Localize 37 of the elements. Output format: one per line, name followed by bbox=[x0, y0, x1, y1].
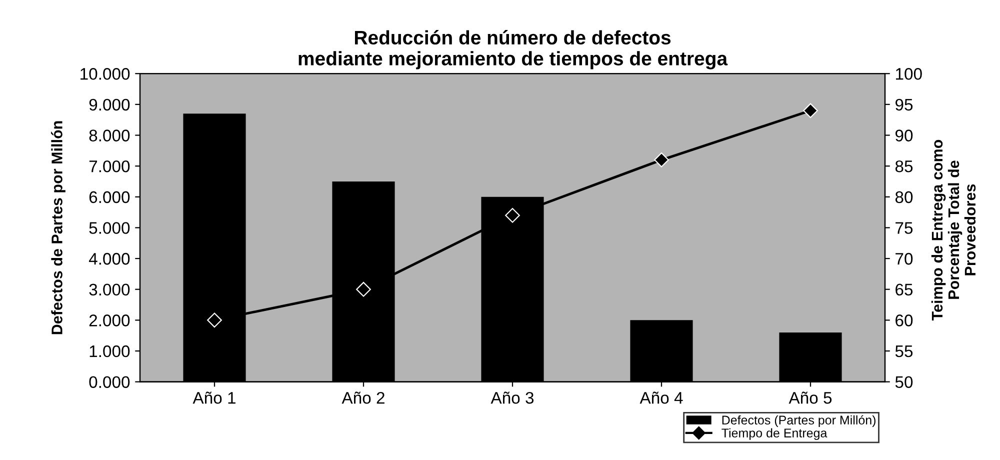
y2-tick-label: 90 bbox=[896, 130, 913, 142]
point bbox=[505, 208, 520, 223]
y2-tick-label: 80 bbox=[895, 191, 913, 204]
x-tick-label: Año 5 bbox=[788, 392, 832, 404]
y2-tick-label: 100 bbox=[896, 68, 922, 80]
point bbox=[207, 312, 222, 328]
legend-label: Tiempo de Entrega bbox=[722, 428, 828, 440]
y2-tick-label: 95 bbox=[896, 98, 913, 111]
point bbox=[803, 103, 818, 118]
y2-tick-label: 50 bbox=[895, 376, 913, 388]
y-tick-label: 7.000 bbox=[89, 160, 130, 172]
y-tick-label: 6.000 bbox=[89, 191, 130, 204]
y2-tick-label: 75 bbox=[896, 222, 913, 234]
y-tick-label: 1.000 bbox=[90, 345, 130, 358]
y-tick-label: 8.000 bbox=[89, 130, 130, 142]
y2-tick-label: 55 bbox=[895, 346, 913, 358]
y-tick-label: 2.000 bbox=[89, 314, 130, 326]
x-tick-label: Año 1 bbox=[192, 392, 236, 404]
y-axis-title: Defectos de Partes por Millón bbox=[51, 121, 66, 334]
y-tick-label: 0.000 bbox=[89, 376, 130, 388]
y2-tick-label: 70 bbox=[896, 252, 913, 265]
x-tick-label: Año 3 bbox=[490, 392, 534, 404]
chart-title: Reducción de número de defectos mediante mejoramiento de tiempos de entrega bbox=[298, 30, 728, 70]
point bbox=[356, 282, 371, 297]
legend-label: Defectos (Partes por Millón) bbox=[722, 415, 876, 428]
y2-tick-label: 60 bbox=[896, 314, 913, 326]
y2-tick-label: 85 bbox=[895, 160, 913, 172]
y-tick-label: 4.000 bbox=[88, 252, 130, 265]
y-tick-label: 10.000 bbox=[80, 68, 130, 80]
x-tick-label: Año 2 bbox=[342, 392, 384, 404]
y2-axis-title: Teimpo de Entrega como Porcentaje Total de Proveedores bbox=[931, 140, 976, 321]
point bbox=[654, 152, 669, 168]
y2-tick-label: 65 bbox=[896, 284, 913, 296]
y-tick-label: 3.000 bbox=[89, 284, 130, 296]
x-tick-label: Año 4 bbox=[640, 392, 683, 404]
y-tick-label: 9.000 bbox=[89, 98, 130, 111]
y-tick-label: 5.000 bbox=[89, 222, 130, 234]
